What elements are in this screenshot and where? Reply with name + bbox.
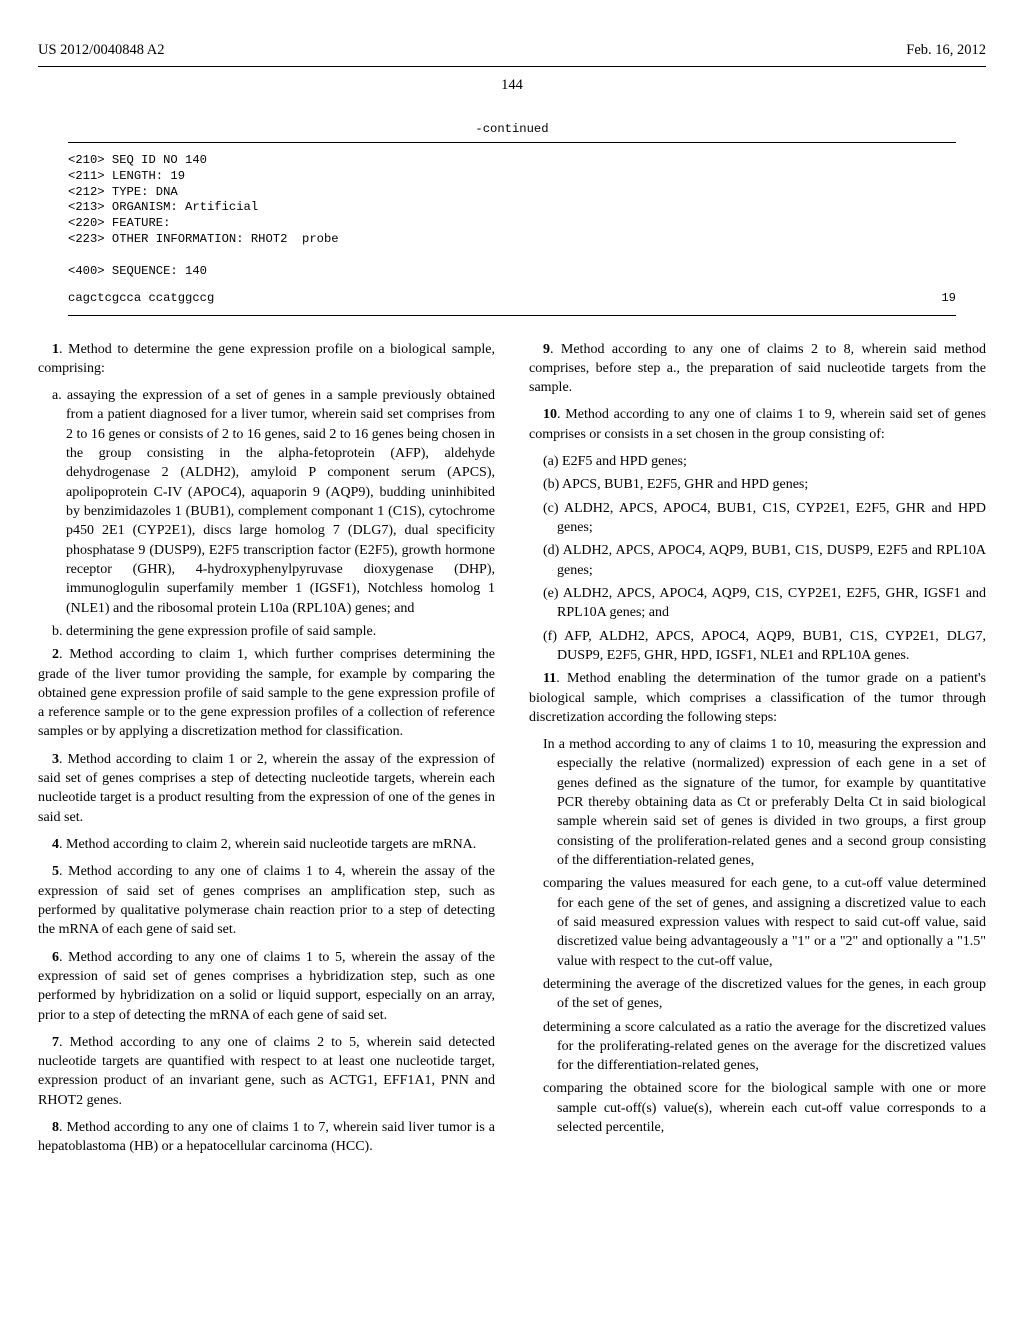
claim-number: 11 [543, 671, 556, 686]
claims-columns: 1. Method to determine the gene expressi… [38, 340, 986, 1165]
claim-number: 7 [52, 1035, 59, 1050]
claim-subitem: b. determining the gene expression profi… [66, 622, 495, 641]
claim-text: . Method according to any one of claims … [38, 950, 495, 1023]
claim: 4. Method according to claim 2, wherein … [38, 835, 495, 854]
claim-subitem: comparing the obtained score for the bio… [557, 1079, 986, 1137]
claim-text: . Method according to any one of claims … [38, 864, 495, 937]
right-column: 9. Method according to any one of claims… [529, 340, 986, 1165]
publication-number: US 2012/0040848 A2 [38, 40, 165, 60]
sequence-length: 19 [941, 290, 956, 307]
page-header: US 2012/0040848 A2 Feb. 16, 2012 [38, 40, 986, 60]
sequence-meta: <210> SEQ ID NO 140 <211> LENGTH: 19 <21… [68, 153, 956, 280]
claim: 3. Method according to claim 1 or 2, whe… [38, 750, 495, 827]
claim: 1. Method to determine the gene expressi… [38, 340, 495, 379]
claim: 2. Method according to claim 1, which fu… [38, 645, 495, 742]
claim-subitem: comparing the values measured for each g… [557, 874, 986, 971]
page-number: 144 [38, 75, 986, 95]
claim-number: 3 [52, 752, 59, 767]
publication-date: Feb. 16, 2012 [906, 40, 986, 60]
claim: 5. Method according to any one of claims… [38, 862, 495, 939]
claim-number: 2 [52, 647, 59, 662]
claim: 11. Method enabling the determination of… [529, 669, 986, 727]
header-rule [38, 66, 986, 67]
claim-number: 9 [543, 342, 550, 357]
sequence-text: cagctcgcca ccatggccg [68, 290, 214, 307]
claim-number: 10 [543, 407, 557, 422]
claim-text: . Method according to claim 1, which fur… [38, 647, 495, 739]
claim-subitem: (e) ALDH2, APCS, APOC4, AQP9, C1S, CYP2E… [557, 584, 986, 623]
claim-text: . Method according to claim 1 or 2, wher… [38, 752, 495, 825]
claim-subitem: (f) AFP, ALDH2, APCS, APOC4, AQP9, BUB1,… [557, 627, 986, 666]
claim: 8. Method according to any one of claims… [38, 1118, 495, 1157]
claim: 10. Method according to any one of claim… [529, 405, 986, 444]
claim-subitem: (a) E2F5 and HPD genes; [557, 452, 986, 471]
claim-text: . Method according to any one of claims … [529, 342, 986, 396]
claim-subitem: (d) ALDH2, APCS, APOC4, AQP9, BUB1, C1S,… [557, 541, 986, 580]
claim-subitem: a. assaying the expression of a set of g… [66, 386, 495, 618]
claim-number: 6 [52, 950, 59, 965]
claim-subitem: determining a score calculated as a rati… [557, 1018, 986, 1076]
continued-label: -continued [38, 121, 986, 138]
claim-number: 8 [52, 1120, 59, 1135]
claim-text: . Method enabling the determination of t… [529, 671, 986, 725]
claim-subitem: determining the average of the discretiz… [557, 975, 986, 1014]
claim-text: . Method according to any one of claims … [38, 1035, 495, 1108]
claim-subitem: In a method according to any of claims 1… [557, 735, 986, 870]
claim-text: . Method according to claim 2, wherein s… [59, 837, 476, 852]
claim-number: 5 [52, 864, 59, 879]
claim-text: . Method to determine the gene expressio… [38, 342, 495, 376]
claim-subitem: (b) APCS, BUB1, E2F5, GHR and HPD genes; [557, 475, 986, 494]
claim: 7. Method according to any one of claims… [38, 1033, 495, 1110]
left-column: 1. Method to determine the gene expressi… [38, 340, 495, 1165]
claim: 9. Method according to any one of claims… [529, 340, 986, 398]
sequence-block: <210> SEQ ID NO 140 <211> LENGTH: 19 <21… [68, 142, 956, 316]
claim-number: 1 [52, 342, 59, 357]
claim-text: . Method according to any one of claims … [38, 1120, 495, 1154]
claim-subitem: (c) ALDH2, APCS, APOC4, BUB1, C1S, CYP2E… [557, 499, 986, 538]
claim-number: 4 [52, 837, 59, 852]
sequence-line: cagctcgcca ccatggccg 19 [68, 290, 956, 307]
claim-text: . Method according to any one of claims … [529, 407, 986, 441]
claim: 6. Method according to any one of claims… [38, 948, 495, 1025]
